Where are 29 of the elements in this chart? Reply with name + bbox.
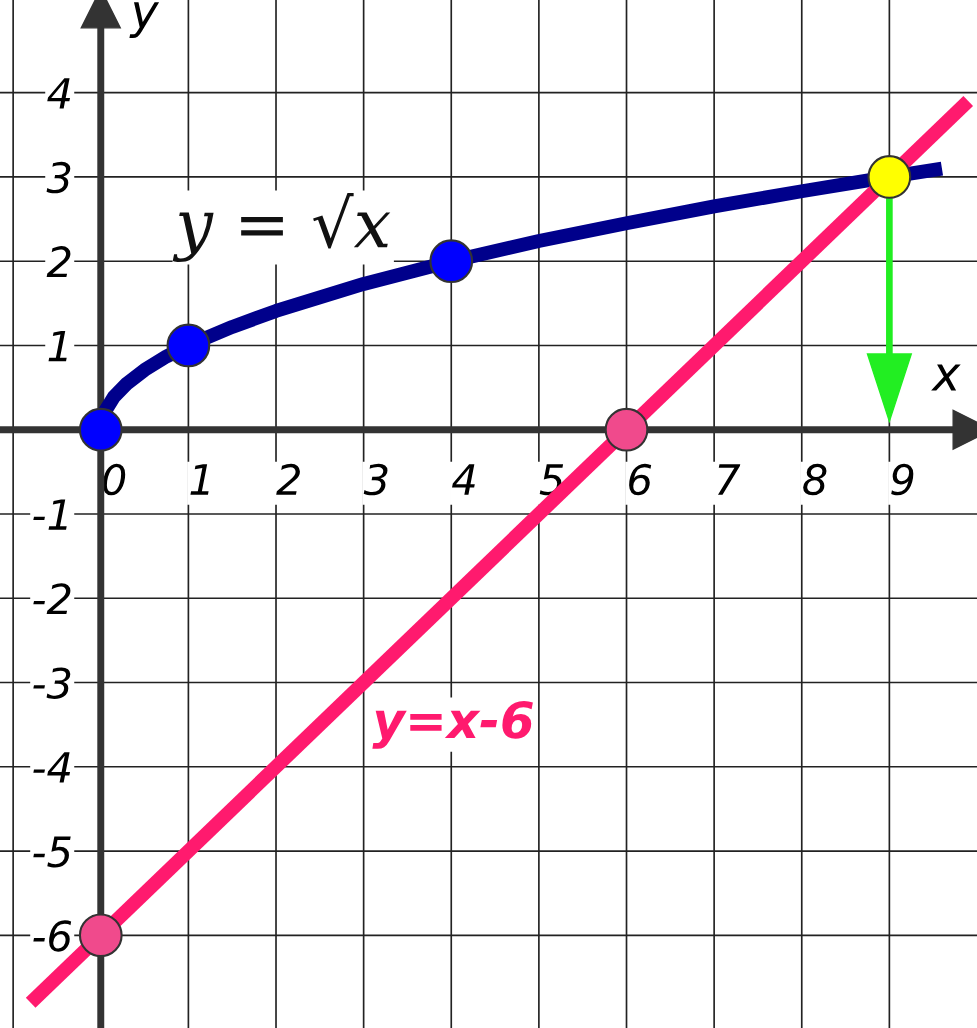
y-tick-label: 1 bbox=[48, 330, 67, 362]
point bbox=[78, 407, 123, 452]
x-tick-label: 9 bbox=[891, 463, 914, 496]
x-tick-label: 4 bbox=[452, 464, 475, 495]
y-tick-label: -6 bbox=[33, 920, 72, 952]
x-tick-label: 0 bbox=[102, 463, 126, 496]
y-tick-label: -1 bbox=[33, 499, 67, 530]
y-tick-label: 3 bbox=[46, 161, 71, 194]
x-axis-title: x bbox=[931, 364, 961, 391]
y-tick-label: -5 bbox=[33, 836, 71, 868]
x-tick-label: 7 bbox=[718, 464, 741, 495]
y-tick-label: -3 bbox=[33, 667, 71, 699]
series-label: y = √x bbox=[172, 193, 391, 262]
point bbox=[78, 913, 123, 958]
point bbox=[867, 155, 912, 199]
x-tick-label: 6 bbox=[629, 463, 652, 496]
x-tick-label: 8 bbox=[803, 463, 827, 496]
y-tick-label: 2 bbox=[46, 246, 71, 278]
y-tick-label: -4 bbox=[33, 752, 71, 783]
x-tick-label: 3 bbox=[363, 463, 388, 496]
x-tick-label: 1 bbox=[190, 464, 209, 495]
point bbox=[429, 239, 474, 284]
point bbox=[166, 323, 211, 368]
point bbox=[604, 407, 649, 452]
y-axis-title: y bbox=[129, 2, 160, 38]
y-tick-label: 4 bbox=[47, 78, 71, 109]
y-tick-label: -2 bbox=[33, 583, 71, 615]
x-tick-label: 2 bbox=[276, 463, 300, 495]
series-label: y=x-6 bbox=[372, 701, 533, 749]
